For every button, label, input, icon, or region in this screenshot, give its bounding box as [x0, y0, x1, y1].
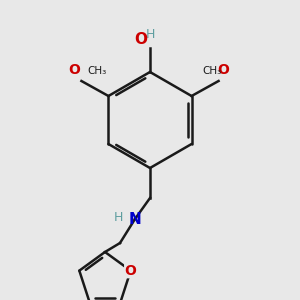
- Text: H: H: [114, 211, 123, 224]
- Text: O: O: [68, 62, 80, 76]
- Text: O: O: [125, 264, 136, 278]
- Text: O: O: [217, 62, 229, 76]
- Text: N: N: [129, 212, 141, 226]
- Text: CH₃: CH₃: [87, 67, 107, 76]
- Text: H: H: [145, 28, 155, 40]
- Text: CH₃: CH₃: [202, 67, 221, 76]
- Text: O: O: [134, 32, 147, 47]
